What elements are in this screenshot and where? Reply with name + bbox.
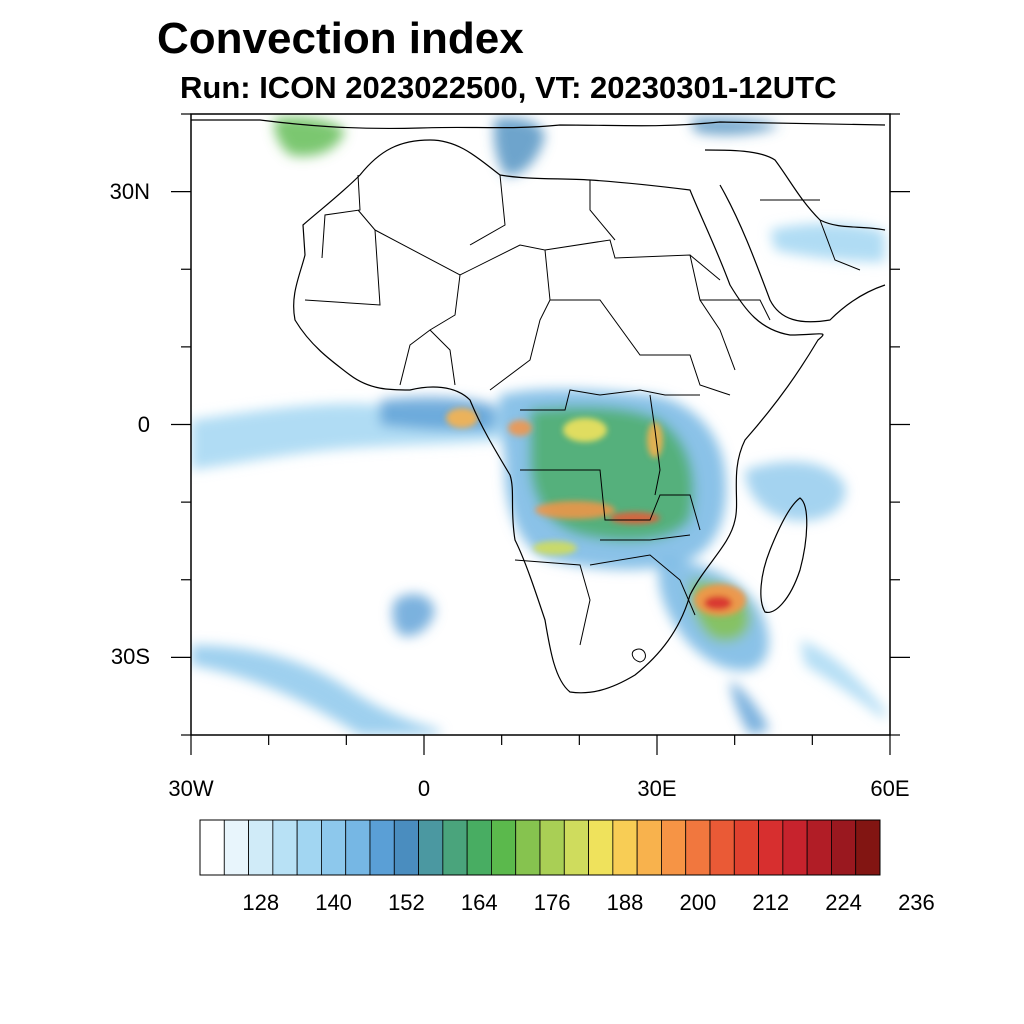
field-southern-band bbox=[191, 645, 440, 735]
colorbar-swatch bbox=[321, 819, 347, 876]
hotspot-angola bbox=[533, 541, 577, 555]
colorbar-label: 200 bbox=[679, 890, 717, 915]
colorbar-swatch bbox=[272, 819, 298, 876]
hotspot-mozambique-core bbox=[704, 596, 732, 610]
chart-title: Convection index bbox=[157, 14, 524, 63]
colorbar-swatch bbox=[782, 819, 808, 876]
colorbar-swatch bbox=[539, 819, 565, 876]
lon-label: 30E bbox=[637, 776, 677, 801]
hotspot-drc bbox=[508, 420, 532, 436]
colorbar-swatch bbox=[345, 819, 371, 876]
hotspot-congo-2 bbox=[535, 501, 615, 519]
colorbar-label: 128 bbox=[242, 890, 280, 915]
colorbar-label: 164 bbox=[460, 890, 498, 915]
colorbar-label: 224 bbox=[825, 890, 862, 915]
axis-ticks bbox=[171, 113, 910, 755]
colorbar-swatch bbox=[855, 819, 881, 876]
colorbar-label: 188 bbox=[606, 890, 644, 915]
convection-field bbox=[191, 116, 885, 735]
colorbar-swatch bbox=[223, 819, 249, 876]
colorbar-label: 236 bbox=[898, 890, 935, 915]
coastlines bbox=[191, 119, 886, 694]
colorbar-label: 140 bbox=[315, 890, 352, 915]
colorbar-swatch bbox=[418, 819, 444, 876]
lat-label: 30S bbox=[110, 644, 150, 670]
colorbar-swatch bbox=[806, 819, 832, 876]
country-borders bbox=[304, 174, 861, 663]
arabia-coastline bbox=[704, 149, 886, 323]
colorbar-swatch bbox=[199, 819, 225, 876]
field-indian-south2 bbox=[730, 680, 770, 735]
field-med-central bbox=[493, 117, 545, 176]
field-south-atlantic bbox=[392, 594, 435, 637]
africa-coastline bbox=[293, 139, 824, 694]
chart-subtitle: Run: ICON 2023022500, VT: 20230301-12UTC bbox=[180, 70, 837, 105]
colorbar-swatch bbox=[563, 819, 589, 876]
colorbar-swatch bbox=[369, 819, 395, 876]
lat-label: 30N bbox=[109, 178, 150, 204]
field-madagascar bbox=[745, 461, 846, 521]
colorbar-outline bbox=[199, 819, 881, 876]
colorbar-swatch bbox=[709, 819, 735, 876]
field-atlantic-core bbox=[380, 396, 495, 431]
field-indian-south bbox=[800, 640, 885, 720]
colorbar-swatch bbox=[831, 819, 857, 876]
hotspot-congo-3 bbox=[610, 512, 660, 524]
colorbar bbox=[199, 819, 881, 876]
colorbar-swatch bbox=[442, 819, 468, 876]
colorbar-swatch bbox=[491, 819, 517, 876]
lon-label: 60E bbox=[870, 776, 910, 801]
colorbar-swatch bbox=[515, 819, 541, 876]
colorbar-swatch bbox=[636, 819, 662, 876]
colorbar-label: 176 bbox=[533, 890, 571, 915]
lat-label: 0 bbox=[137, 411, 150, 437]
hotspot-congo-1 bbox=[563, 418, 607, 442]
hotspot-lakes bbox=[647, 422, 663, 458]
colorbar-swatch bbox=[296, 819, 322, 876]
field-arabia bbox=[770, 223, 885, 262]
lon-label: 30W bbox=[168, 776, 214, 801]
convection-hotspots bbox=[446, 408, 746, 616]
colorbar-label: 152 bbox=[388, 890, 425, 915]
colorbar-swatch bbox=[248, 819, 274, 876]
colorbar-swatch bbox=[685, 819, 711, 876]
colorbar-swatch bbox=[393, 819, 419, 876]
colorbar-swatch bbox=[733, 819, 759, 876]
colorbar-label: 212 bbox=[752, 890, 790, 915]
madagascar-coastline bbox=[760, 497, 808, 613]
hotspot-gabon bbox=[446, 408, 478, 428]
colorbar-swatch bbox=[466, 819, 492, 876]
colorbar-swatch bbox=[758, 819, 784, 876]
colorbar-swatch bbox=[661, 819, 687, 876]
europe-coastline bbox=[191, 119, 886, 130]
lon-label: 0 bbox=[417, 776, 431, 801]
colorbar-swatch bbox=[612, 819, 638, 876]
field-med-east bbox=[690, 117, 780, 136]
colorbar-swatch bbox=[588, 819, 614, 876]
